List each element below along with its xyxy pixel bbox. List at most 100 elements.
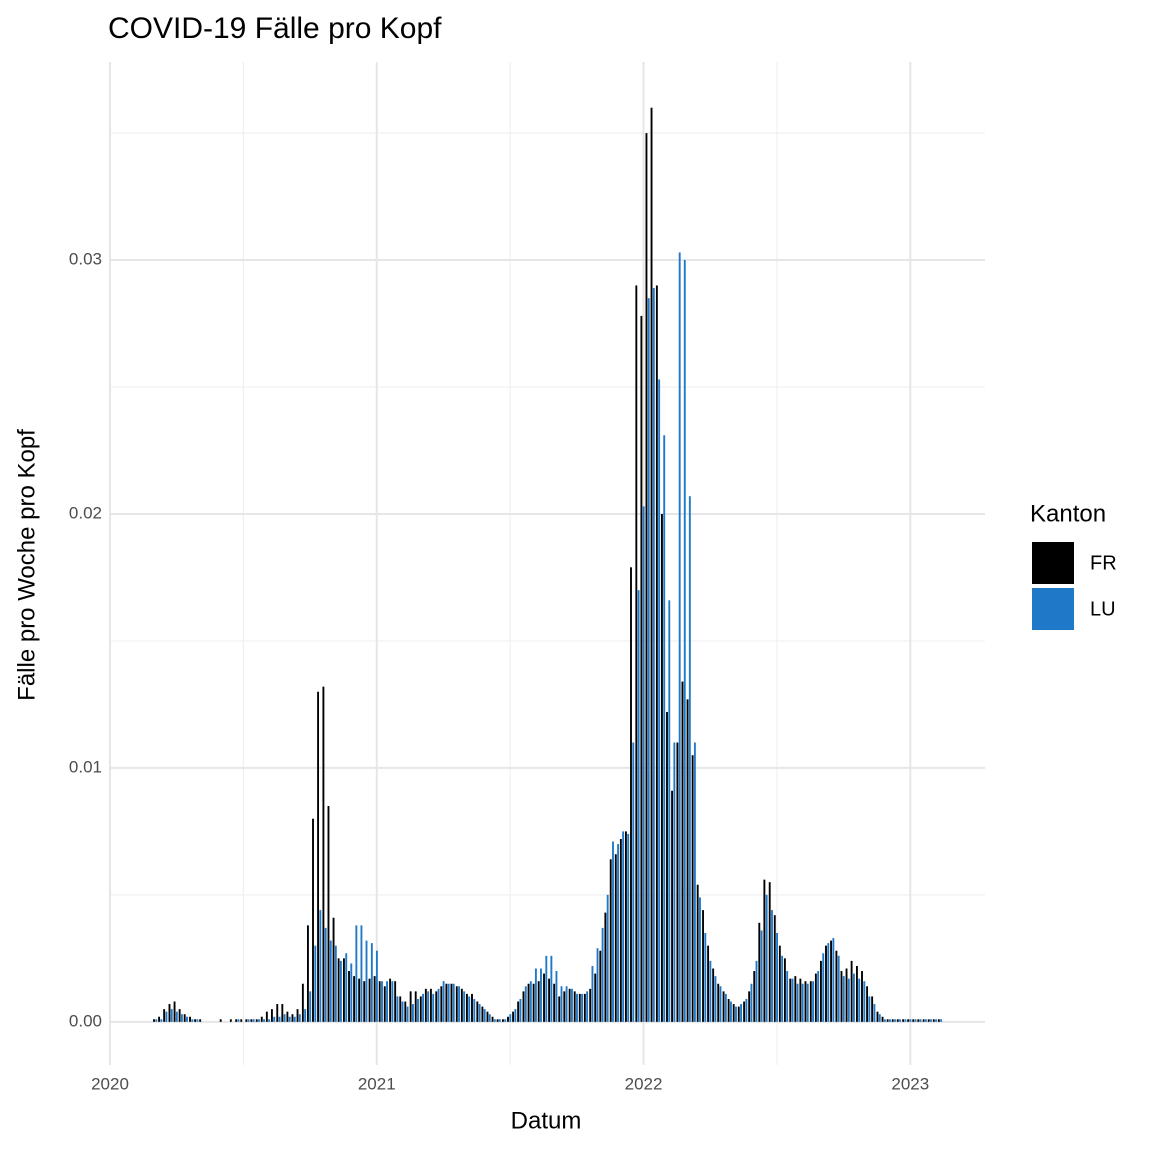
bar xyxy=(558,996,561,1022)
x-tick-label: 2022 xyxy=(625,1074,663,1093)
bar xyxy=(817,971,820,1022)
bar xyxy=(404,1001,407,1022)
bar xyxy=(493,1019,496,1022)
bar xyxy=(586,991,589,1022)
bar xyxy=(894,1019,896,1022)
bar xyxy=(381,981,383,1022)
bar xyxy=(168,1004,171,1022)
bar xyxy=(486,1011,489,1022)
bar xyxy=(322,686,325,1022)
bar xyxy=(317,691,320,1022)
bar xyxy=(165,1011,168,1022)
bar xyxy=(245,1019,248,1022)
bar xyxy=(522,991,525,1022)
bar xyxy=(619,839,622,1022)
bar xyxy=(286,1011,289,1022)
bar xyxy=(250,1019,253,1022)
bar xyxy=(819,960,822,1022)
bar xyxy=(781,955,784,1022)
bar xyxy=(630,567,632,1022)
bar xyxy=(825,945,827,1022)
bar xyxy=(175,1011,178,1022)
bar xyxy=(660,513,663,1022)
bar xyxy=(773,915,776,1022)
bar xyxy=(401,1001,404,1022)
bar xyxy=(314,945,317,1022)
y-tick-label: 0.00 xyxy=(69,1011,102,1030)
bar xyxy=(776,932,779,1022)
bar xyxy=(596,948,599,1022)
bar xyxy=(440,986,443,1022)
bar xyxy=(673,742,676,1022)
bar xyxy=(306,925,309,1022)
bar xyxy=(709,960,712,1022)
bar xyxy=(343,958,345,1022)
bar xyxy=(532,983,535,1022)
bar xyxy=(273,1016,276,1022)
bar xyxy=(896,1019,899,1022)
bar xyxy=(304,1009,307,1022)
bar xyxy=(683,260,686,1022)
bar xyxy=(873,1004,876,1022)
bar xyxy=(632,742,635,1022)
bar xyxy=(291,1014,294,1022)
bar xyxy=(514,1009,517,1022)
bar xyxy=(502,1019,504,1022)
bar xyxy=(791,978,794,1022)
bar xyxy=(327,805,330,1022)
bar xyxy=(509,1014,512,1022)
bar xyxy=(512,1011,515,1022)
bar xyxy=(696,884,699,1022)
bar xyxy=(442,981,445,1022)
bar xyxy=(422,993,424,1022)
bar xyxy=(458,986,461,1022)
y-tick-label: 0.03 xyxy=(69,250,102,269)
bar xyxy=(927,1019,930,1022)
bar xyxy=(301,983,304,1022)
bar xyxy=(319,910,322,1022)
bar xyxy=(429,988,432,1022)
bar xyxy=(309,991,312,1022)
bar xyxy=(194,1019,197,1022)
bar xyxy=(345,953,348,1022)
bar xyxy=(519,998,522,1022)
bar xyxy=(650,107,653,1022)
bar xyxy=(468,996,471,1022)
bar xyxy=(409,991,412,1022)
bar xyxy=(591,965,594,1022)
bar xyxy=(702,910,704,1022)
bar xyxy=(666,712,668,1022)
bar xyxy=(548,978,551,1022)
bar xyxy=(904,1019,907,1022)
bar xyxy=(312,818,314,1022)
bar xyxy=(763,879,766,1022)
bar xyxy=(830,940,833,1022)
bar xyxy=(712,968,715,1022)
bar xyxy=(794,976,797,1022)
bar xyxy=(160,1019,163,1022)
bar xyxy=(886,1019,889,1022)
bar xyxy=(296,1009,299,1022)
bar xyxy=(240,1019,243,1022)
bar xyxy=(930,1019,932,1022)
bar xyxy=(350,963,353,1022)
bar xyxy=(563,991,566,1022)
bar xyxy=(599,950,602,1022)
bar xyxy=(919,1019,922,1022)
x-tick-label: 2021 xyxy=(358,1074,396,1093)
bar xyxy=(658,379,661,1022)
bar xyxy=(581,993,583,1022)
bar xyxy=(281,1004,284,1022)
bar xyxy=(688,496,691,1022)
bar xyxy=(737,1006,740,1022)
bar xyxy=(735,1006,737,1022)
bar xyxy=(594,973,597,1022)
bar xyxy=(888,1019,891,1022)
bar xyxy=(191,1019,194,1022)
bar xyxy=(907,1019,910,1022)
bar xyxy=(375,950,378,1022)
bar xyxy=(899,1019,901,1022)
bar xyxy=(460,988,463,1022)
bar xyxy=(724,993,727,1022)
bar xyxy=(507,1016,509,1022)
